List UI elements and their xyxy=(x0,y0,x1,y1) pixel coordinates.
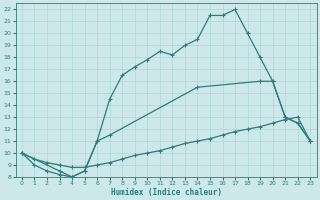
X-axis label: Humidex (Indice chaleur): Humidex (Indice chaleur) xyxy=(111,188,221,197)
